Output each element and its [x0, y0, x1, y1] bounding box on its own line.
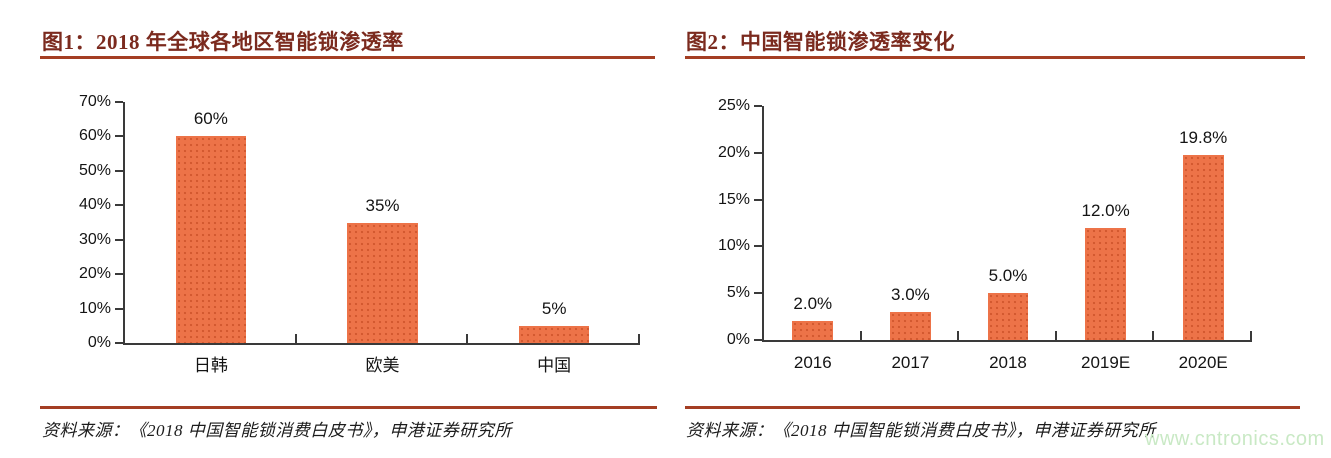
figure1-source-rule [40, 406, 657, 409]
bar [175, 136, 247, 343]
bar [987, 293, 1029, 340]
x-category-label: 2020E [1178, 353, 1228, 372]
watermark: www.cntronics.com [1145, 428, 1325, 450]
y-axis-tick [754, 198, 762, 201]
y-tick-label: 25% [717, 97, 750, 114]
y-axis-tick [115, 135, 123, 138]
y-tick-label: 60% [78, 127, 111, 145]
bar-value-label: 35% [365, 195, 400, 215]
y-axis-tick [754, 105, 762, 107]
x-category-label: 2019E [1081, 353, 1131, 372]
figure2-title-rule [685, 56, 1305, 59]
bar-value-label: 60% [193, 109, 228, 129]
bar-value-label: 2.0% [793, 294, 833, 314]
bar [518, 325, 590, 343]
figure1-title: 图1：2018 年全球各地区智能锁渗透率 [42, 30, 404, 54]
figure2-title: 图2：中国智能锁渗透率变化 [686, 30, 955, 54]
y-tick-label: 20% [717, 143, 750, 161]
y-axis-tick [754, 292, 762, 295]
bar-value-label: 3.0% [891, 284, 930, 304]
y-axis-tick [115, 307, 123, 310]
x-axis-tick [1152, 331, 1155, 340]
x-axis-tick [466, 334, 469, 343]
y-tick-label: 5% [726, 284, 750, 302]
x-axis-tick [1250, 331, 1252, 340]
x-category-label: 2018 [989, 353, 1027, 372]
figure2-chart: 0% 5% 10% 15% 20% 25% 2.0% 2016 3.0% 2017 5.0% 2018… [718, 97, 1252, 372]
y-axis-tick [115, 342, 123, 344]
y-tick-label: 40% [78, 196, 111, 214]
figure2-source: 资料来源：《2018 中国智能锁消费白皮书》，申港证券研究所 [686, 421, 1156, 440]
y-tick-label: 20% [78, 265, 111, 283]
x-axis-tick [957, 331, 960, 340]
y-axis-tick [115, 169, 123, 172]
bar [792, 321, 834, 340]
figure1-source: 资料来源：《2018 中国智能锁消费白皮书》，申港证券研究所 [42, 421, 512, 440]
y-tick-label: 15% [717, 190, 750, 208]
y-tick-label: 0% [87, 334, 111, 351]
x-category-label: 中国 [537, 356, 572, 375]
y-axis-tick [754, 245, 762, 248]
y-tick-label: 0% [726, 331, 750, 348]
bar [889, 311, 931, 340]
figure1-title-rule [40, 56, 655, 59]
y-axis-tick [754, 339, 762, 341]
y-tick-label: 10% [78, 299, 111, 317]
figure1-chart: 0% 10% 20% 30% 40% 50% 60% 70% 60% 日韩 35% 欧美 5% 中国 [79, 93, 640, 375]
y-tick-label: 30% [78, 230, 111, 248]
y-axis-tick [115, 238, 123, 241]
x-axis-tick [1054, 331, 1057, 340]
y-axis-tick [115, 273, 123, 276]
y-tick-label: 70% [78, 93, 111, 110]
x-axis-tick [859, 331, 862, 340]
bar [1182, 154, 1224, 340]
x-category-label: 2017 [891, 353, 930, 372]
x-axis-tick [294, 334, 297, 343]
x-category-label: 欧美 [365, 356, 400, 375]
y-tick-label: 10% [717, 237, 750, 255]
bar-value-label: 12.0% [1081, 200, 1130, 220]
bar-value-label: 5% [541, 298, 567, 318]
y-axis-tick [115, 204, 123, 207]
bar-value-label: 5.0% [988, 266, 1028, 286]
bar [347, 222, 418, 343]
x-category-label: 日韩 [193, 356, 228, 375]
bar [1085, 227, 1127, 340]
y-axis-tick [754, 151, 762, 154]
y-tick-label: 50% [78, 161, 111, 179]
x-axis-tick [638, 334, 640, 343]
bar-value-label: 19.8% [1179, 127, 1228, 147]
x-category-label: 2016 [793, 353, 832, 372]
y-axis-tick [115, 101, 123, 103]
figure2-source-rule [685, 406, 1300, 409]
